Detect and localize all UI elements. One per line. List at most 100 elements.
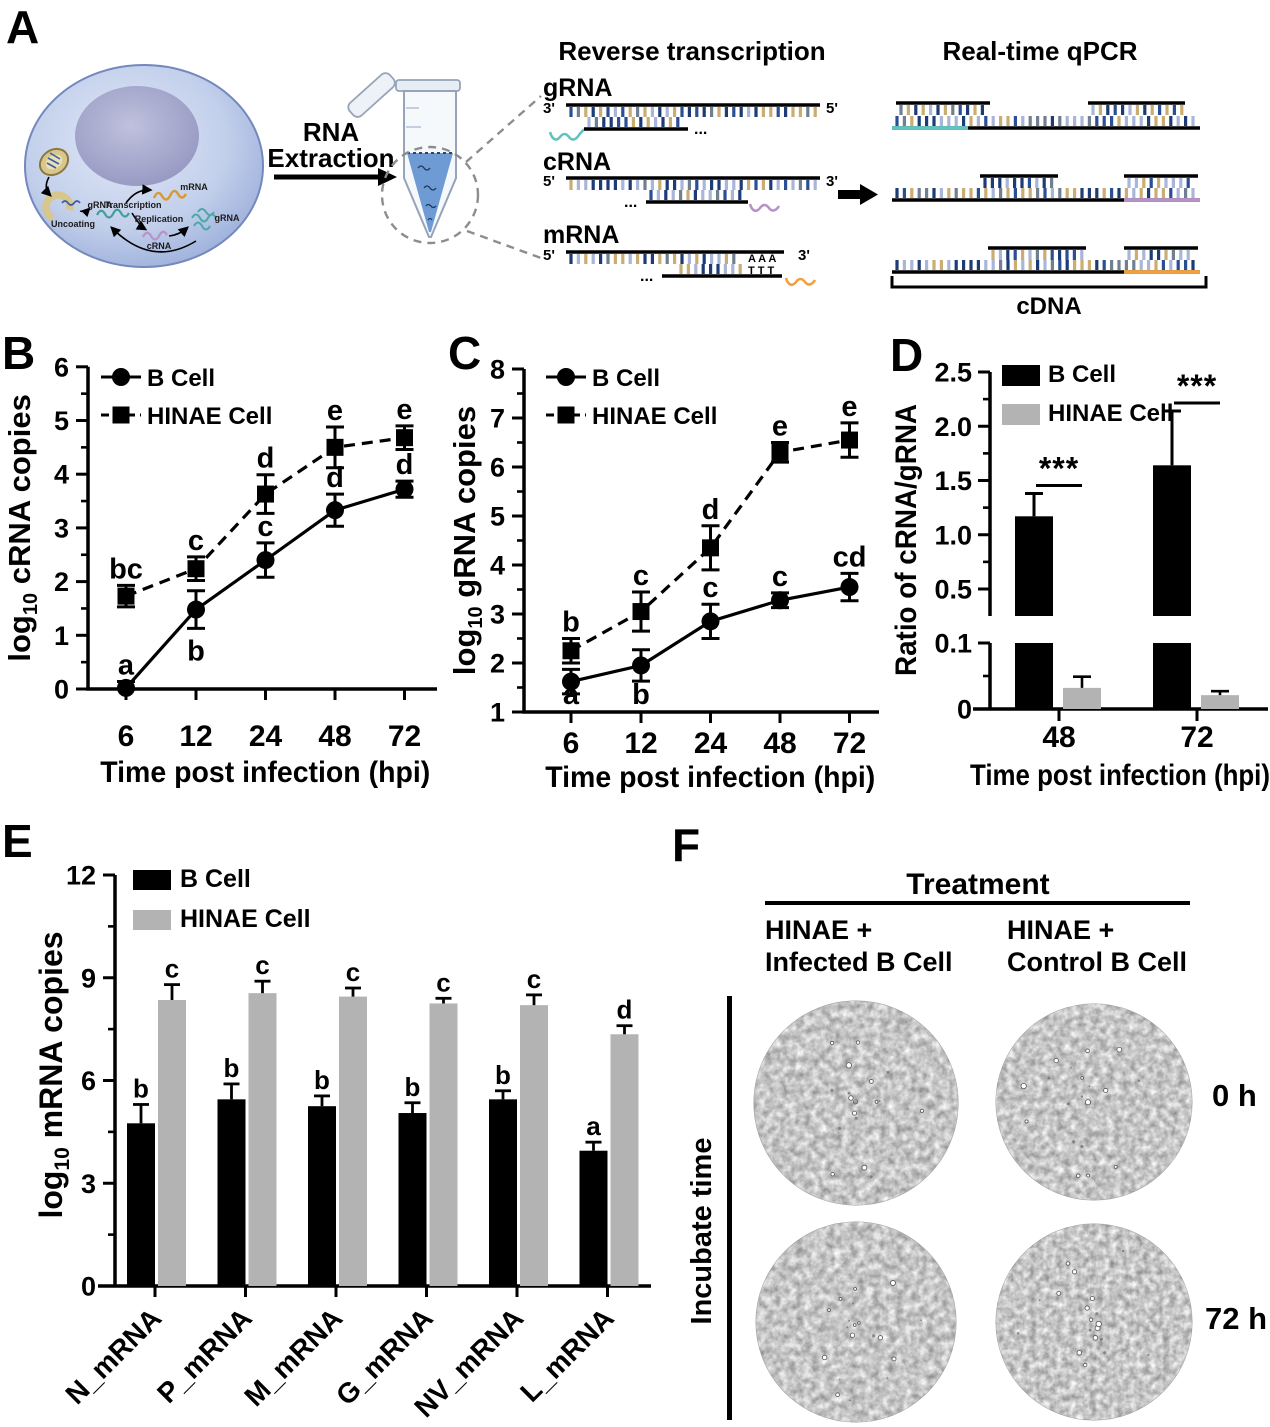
bar-hinae — [248, 993, 277, 1286]
cell-dot — [1047, 1076, 1051, 1080]
sig-letter: c — [436, 967, 450, 997]
cell-dot — [853, 1100, 858, 1105]
marker-circle — [632, 656, 650, 675]
rna-extraction-label-line1: RNA — [303, 117, 360, 147]
y-tick-label: 1.5 — [934, 466, 972, 496]
mrna-label: mRNA — [180, 182, 208, 192]
uncoating-arrow — [79, 207, 91, 218]
marker-square — [702, 539, 719, 557]
marker-square — [632, 603, 650, 621]
cell-speck — [830, 1172, 835, 1177]
entry-arrow — [40, 176, 52, 197]
cell-nucleus — [75, 86, 199, 186]
tube-liquid — [407, 153, 453, 232]
bar-hinae-lower — [1201, 695, 1239, 709]
cell-dot — [851, 1302, 855, 1305]
ylabel-sub: 10 — [20, 593, 42, 615]
panel-c-label: C — [448, 327, 482, 379]
y-axis-title: log10 cRNA copies — [2, 394, 42, 661]
y-tick-label: 1 — [490, 698, 505, 728]
cell-dot — [1137, 1079, 1141, 1083]
bar-hinae — [610, 1034, 639, 1286]
y-tick-label: 8 — [490, 355, 505, 385]
y-tick-label: 2 — [54, 567, 69, 597]
y-tick-label: 4 — [490, 551, 505, 581]
ylabel-rest: cRNA copies — [2, 394, 37, 593]
marker-square — [396, 429, 413, 447]
rt-to-qpcr-arrow — [838, 184, 878, 205]
y-tick-label: 2.5 — [934, 358, 972, 388]
y-tick-label: 6 — [490, 453, 505, 483]
micrograph-infected-72h — [755, 1221, 957, 1423]
treatment-underline — [765, 901, 1190, 905]
panel-a-label: A — [6, 1, 40, 53]
series-b-cell: a b c c cd — [562, 541, 866, 711]
ylabel-prefix: log — [33, 1171, 69, 1219]
y-tick-label: 6 — [81, 1066, 96, 1096]
series-b-cell: a b c d d — [117, 449, 414, 697]
x-tick-label: 12 — [179, 720, 212, 753]
cell-speck — [1086, 1173, 1091, 1178]
y-tick-label: 9 — [81, 963, 96, 993]
panel-f-label: F — [672, 819, 701, 871]
y-tick-label: 12 — [66, 861, 96, 891]
bar-b-cell — [217, 1099, 246, 1286]
cell-dot — [1095, 1312, 1099, 1316]
marker-circle — [326, 501, 344, 520]
cell-dot — [846, 1326, 849, 1329]
teal-primer — [548, 128, 586, 141]
col1-line2: Infected B Cell — [765, 947, 953, 977]
sig-letter: b — [314, 1065, 330, 1095]
bar-b-cell — [489, 1099, 517, 1286]
zoom-dashed-circle — [380, 145, 480, 245]
cell-dot — [1121, 1249, 1125, 1253]
crna-grna-ratio-chart: 0.5 1.0 1.5 2.0 2.5 0.1 0 48 72 Time post infecti… — [890, 358, 1270, 793]
cell-dot — [886, 1377, 889, 1380]
sig-letter: cd — [833, 541, 867, 573]
ellipsis: ... — [640, 268, 653, 285]
marker-square — [326, 438, 344, 456]
purple-primer — [748, 203, 781, 213]
virus-particle — [38, 147, 70, 177]
marker-square — [112, 406, 130, 424]
cell-speck — [830, 1040, 835, 1045]
cell-speck — [857, 1321, 861, 1325]
cell-speck — [1020, 1082, 1027, 1090]
legend-swatch — [1002, 404, 1040, 425]
cell-dot — [1070, 1066, 1073, 1069]
x-axis-title: Time post infection (hpi) — [100, 756, 430, 789]
cell-speck — [1083, 1362, 1088, 1368]
panel-e-label: E — [2, 815, 33, 867]
column-header-infected: HINAE + Infected B Cell — [765, 914, 953, 978]
cell-speck — [1095, 1320, 1102, 1328]
bar-b-cell-lower — [1153, 643, 1191, 709]
significance-stars: *** — [1177, 368, 1217, 404]
sig-letter: d — [257, 443, 275, 475]
bar-b-cell-upper — [1153, 465, 1191, 616]
y-tick-label: 3 — [81, 1169, 96, 1199]
legend-label: HINAE Cell — [1048, 400, 1173, 427]
marker-circle — [395, 480, 414, 499]
marker-circle — [117, 678, 135, 697]
cell-speck — [1092, 1335, 1099, 1341]
col1-line1: HINAE + — [765, 915, 873, 945]
sig-letter: c — [255, 950, 269, 980]
y-tick-label: 5 — [490, 502, 505, 532]
cell-speck — [1056, 1291, 1062, 1296]
bar-b-cell — [398, 1113, 427, 1286]
mrna-left-end: 5' — [543, 247, 555, 264]
transcription-arrow — [125, 184, 153, 204]
cell-speck — [1085, 1048, 1090, 1054]
incubate-time-axis-line — [727, 996, 732, 1420]
orange-primer — [784, 277, 817, 287]
cell-dot — [1080, 1095, 1084, 1098]
ellipsis: ... — [694, 121, 707, 138]
cell-speck — [853, 1287, 857, 1291]
x-category-label: L_mRNA — [514, 1302, 620, 1408]
col2-line1: HINAE + — [1007, 915, 1115, 945]
marker-circle — [112, 368, 130, 386]
cell-dot — [886, 1070, 890, 1074]
cell-speck — [1065, 1261, 1071, 1266]
